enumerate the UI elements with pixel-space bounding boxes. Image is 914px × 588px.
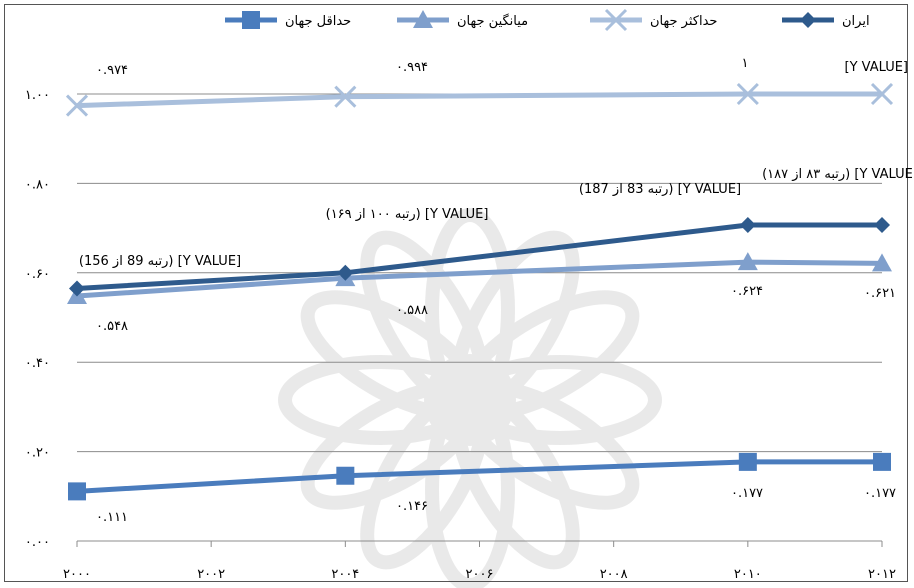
data-label: [Y VALUE] (845, 60, 909, 75)
marker-square (242, 11, 260, 29)
data-label-iran: [Y VALUE] (رتبه 83 از 187) (579, 182, 741, 197)
watermark-petal (360, 230, 490, 414)
data-label: ۰.۱۷۷ (731, 486, 763, 501)
marker-square (873, 452, 891, 471)
x-tick-label: ۲۰۰۶ (466, 567, 494, 582)
marker-square (738, 452, 757, 471)
marker-x (870, 82, 894, 106)
marker-triangle (872, 253, 892, 272)
watermark-center (424, 354, 516, 446)
watermark-petal (360, 386, 490, 570)
legend-label: حداقل جهان (285, 14, 351, 29)
y-tick-label: ۰.۰۰ (25, 535, 50, 550)
marker-square (336, 466, 355, 485)
y-tick-label: ۰.۸۰ (25, 177, 50, 192)
legend-label: حداکثر جهان (650, 14, 717, 29)
data-label: ۰.۱۱۱ (96, 510, 128, 525)
watermark-petal (450, 230, 580, 414)
series-line (76, 259, 883, 299)
series-line (76, 459, 882, 494)
marker-triangle (737, 252, 758, 271)
data-label: ۰.۹۷۴ (96, 63, 128, 78)
x-tick-label: ۲۰۰۸ (600, 567, 628, 582)
marker-x (604, 8, 628, 32)
y-tick-label: ۰.۶۰ (25, 267, 50, 282)
watermark-petal (456, 380, 640, 510)
marker-x (736, 82, 759, 106)
data-label-iran: [Y VALUE] (رتبه 89 از 156) (79, 254, 241, 269)
marker-diamond (800, 12, 816, 28)
watermark-petal (450, 386, 580, 570)
data-label: ۰.۶۲۱ (864, 286, 896, 301)
chart-frame (4, 4, 908, 582)
data-label: ۰.۹۹۴ (396, 60, 428, 75)
y-tick-label: ۰.۴۰ (25, 356, 50, 371)
marker-square (68, 482, 86, 501)
data-label: ۰.۵۴۸ (96, 319, 128, 334)
x-tick-label: ۲۰۰۲ (197, 567, 225, 582)
data-label-iran: [Y VALUE] (رتبه ۸۳ از ۱۸۷) (762, 167, 914, 182)
data-label: ۱ (742, 56, 749, 71)
marker-diamond (874, 216, 890, 233)
marker-diamond (69, 280, 85, 297)
marker-diamond (739, 216, 756, 233)
data-label: ۰.۵۸۸ (396, 303, 428, 318)
watermark-petal (425, 208, 515, 412)
marker-x (65, 94, 89, 117)
watermark-petal (425, 388, 515, 588)
series-line (76, 222, 882, 291)
data-label: ۰.۶۲۴ (731, 284, 763, 299)
data-label: ۰.۱۷۷ (864, 486, 896, 501)
marker-x (334, 85, 357, 108)
x-tick-label: ۲۰۰۴ (331, 567, 359, 582)
data-label: ۰.۱۴۶ (396, 499, 428, 514)
watermark-petal (300, 380, 484, 510)
data-label-iran: [Y VALUE] (رتبه ۱۰۰ از ۱۶۹) (326, 207, 489, 222)
watermark-petal (456, 290, 640, 420)
x-tick-label: ۲۰۱۲ (868, 567, 896, 582)
legend-label: میانگین جهان (457, 13, 528, 29)
series-line (76, 91, 882, 109)
marker-triangle (413, 10, 433, 28)
x-tick-label: ۲۰۱۰ (734, 567, 762, 582)
legend-label: ایران (842, 14, 870, 29)
y-tick-label: ۱.۰۰ (25, 88, 50, 103)
y-tick-label: ۰.۲۰ (25, 446, 50, 461)
marker-diamond (337, 264, 354, 281)
watermark-petal (300, 290, 484, 420)
x-tick-label: ۲۰۰۰ (63, 567, 91, 582)
